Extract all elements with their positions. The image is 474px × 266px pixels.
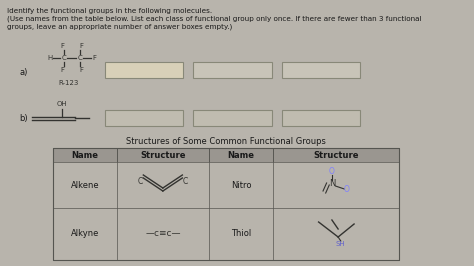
Text: O: O (344, 185, 350, 194)
Text: F: F (60, 43, 64, 49)
Bar (273, 148, 400, 162)
Text: Nitro: Nitro (231, 181, 251, 189)
Text: groups, leave an appropriate number of answer boxes empty.): groups, leave an appropriate number of a… (7, 24, 232, 31)
Text: F: F (80, 67, 83, 73)
Text: Structure: Structure (314, 151, 359, 160)
Bar (53, 208, 400, 260)
Text: R-123: R-123 (58, 80, 79, 86)
Text: a): a) (19, 68, 28, 77)
Text: C: C (62, 55, 66, 61)
Bar (53, 162, 400, 208)
Text: Name: Name (228, 151, 255, 160)
Text: Structures of Some Common Functional Groups: Structures of Some Common Functional Gro… (127, 136, 326, 146)
Text: Identify the functional groups in the following molecules.: Identify the functional groups in the fo… (7, 8, 212, 14)
Text: C: C (77, 55, 82, 61)
Text: Structure: Structure (140, 151, 186, 160)
Bar (53, 148, 117, 162)
Text: C: C (182, 177, 188, 186)
Text: Alkene: Alkene (71, 181, 100, 189)
Text: b): b) (19, 114, 28, 123)
Bar (193, 110, 272, 126)
Bar (193, 62, 272, 78)
Bar (105, 62, 183, 78)
Text: C: C (138, 177, 143, 186)
Text: Thiol: Thiol (231, 230, 251, 239)
Text: F: F (92, 55, 96, 61)
Text: Name: Name (72, 151, 99, 160)
Bar (282, 62, 360, 78)
Text: O: O (329, 167, 335, 176)
Text: (Use names from the table below. List each class of functional group only once. : (Use names from the table below. List ea… (7, 16, 421, 23)
Bar (117, 148, 209, 162)
Text: H: H (47, 55, 52, 61)
Text: F: F (60, 67, 64, 73)
Bar (53, 148, 400, 260)
Bar (105, 110, 183, 126)
Bar (282, 110, 360, 126)
Text: —c≡c—: —c≡c— (145, 230, 181, 239)
Bar (209, 148, 273, 162)
Text: OH: OH (57, 101, 67, 107)
Text: Alkyne: Alkyne (71, 230, 100, 239)
Text: N: N (328, 178, 335, 188)
Text: SH: SH (336, 241, 346, 247)
Text: F: F (80, 43, 83, 49)
